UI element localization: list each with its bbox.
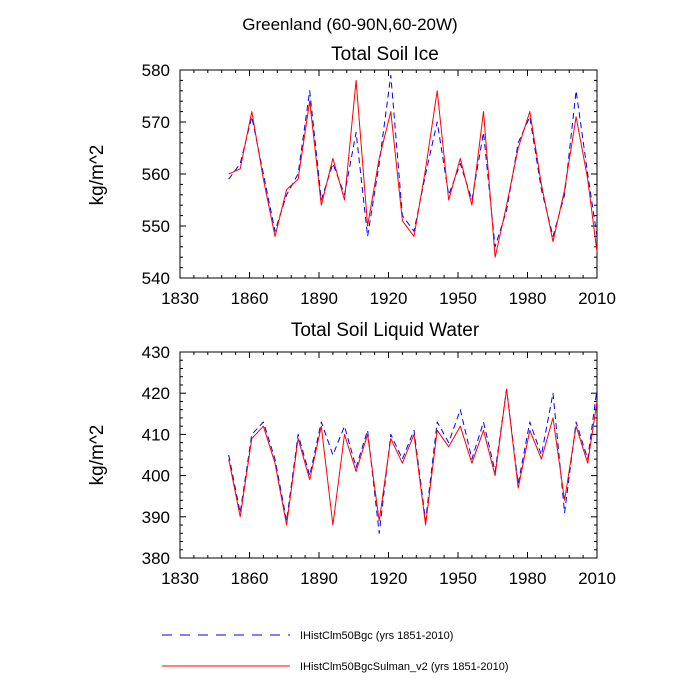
series-line-sulman-soil-ice — [228, 79, 598, 258]
x-tick-label-soil-liquid-water: 1830 — [161, 569, 199, 588]
x-tick-label-soil-liquid-water: 1890 — [300, 569, 338, 588]
y-tick-label-soil-liquid-water: 400 — [142, 467, 170, 486]
y-tick-label-soil-ice: 570 — [142, 113, 170, 132]
x-tick-label-soil-ice: 1920 — [370, 289, 408, 308]
y-axis-label-soil-ice: kg/m^2 — [87, 145, 108, 206]
y-tick-label-soil-ice: 560 — [142, 165, 170, 184]
panel-soil-liquid-water: Total Soil Liquid Water kg/m^2 380 390 400… — [87, 320, 616, 588]
x-tick-label-soil-ice: 1830 — [161, 289, 199, 308]
x-tick-label-soil-ice: 1980 — [509, 289, 547, 308]
x-tick-label-soil-liquid-water: 1950 — [439, 569, 477, 588]
series-line-bgc-soil-liquid-water — [228, 388, 598, 534]
legend-label-bgc: IHistClm50Bgc (yrs 1851-2010) — [300, 630, 453, 642]
y-tick-label-soil-ice: 550 — [142, 217, 170, 236]
plot-area-soil-ice: 540 550 560 570 580 1830 1860 1890 1920 1950 1980 2… — [142, 61, 616, 308]
x-tick-label-soil-liquid-water: 2010 — [578, 569, 616, 588]
legend-label-sulman: IHistClm50BgcSulman_v2 (yrs 1851-2010) — [300, 661, 508, 673]
plot-frame-soil-ice — [179, 69, 598, 279]
x-tick-label-soil-ice: 1950 — [439, 289, 477, 308]
y-tick-label-soil-liquid-water: 430 — [142, 343, 170, 362]
x-tick-label-soil-ice: 2010 — [578, 289, 616, 308]
x-tick-label-soil-ice: 1890 — [300, 289, 338, 308]
series-line-sulman-soil-liquid-water — [228, 388, 598, 526]
main-title: Greenland (60-90N,60-20W) — [242, 15, 457, 34]
y-tick-label-soil-liquid-water: 390 — [142, 508, 170, 527]
panel-title-soil-ice: Total Soil Ice — [331, 44, 439, 65]
legend-item-bgc: IHistClm50Bgc (yrs 1851-2010) — [162, 630, 453, 642]
series-line-bgc-soil-ice — [228, 74, 598, 248]
y-axis-label-soil-liquid-water: kg/m^2 — [87, 425, 108, 486]
y-tick-label-soil-liquid-water: 410 — [142, 425, 170, 444]
legend: IHistClm50Bgc (yrs 1851-2010) IHistClm50… — [162, 630, 508, 673]
y-tick-label-soil-liquid-water: 420 — [142, 384, 170, 403]
x-tick-label-soil-liquid-water: 1920 — [370, 569, 408, 588]
x-tick-label-soil-liquid-water: 1980 — [509, 569, 547, 588]
panel-title-soil-liquid-water: Total Soil Liquid Water — [291, 320, 480, 341]
y-tick-label-soil-liquid-water: 380 — [142, 549, 170, 568]
x-tick-label-soil-ice: 1860 — [231, 289, 269, 308]
x-tick-label-soil-liquid-water: 1860 — [231, 569, 269, 588]
y-tick-label-soil-ice: 540 — [142, 269, 170, 288]
legend-item-sulman: IHistClm50BgcSulman_v2 (yrs 1851-2010) — [162, 661, 508, 673]
y-tick-label-soil-ice: 580 — [142, 61, 170, 80]
plot-area-soil-liquid-water: 380 390 400 410 420 430 1830 1860 1890 1920 1950 19… — [142, 343, 616, 588]
panel-soil-ice: Total Soil Ice kg/m^2 540 550 560 570 580 183… — [87, 44, 616, 308]
